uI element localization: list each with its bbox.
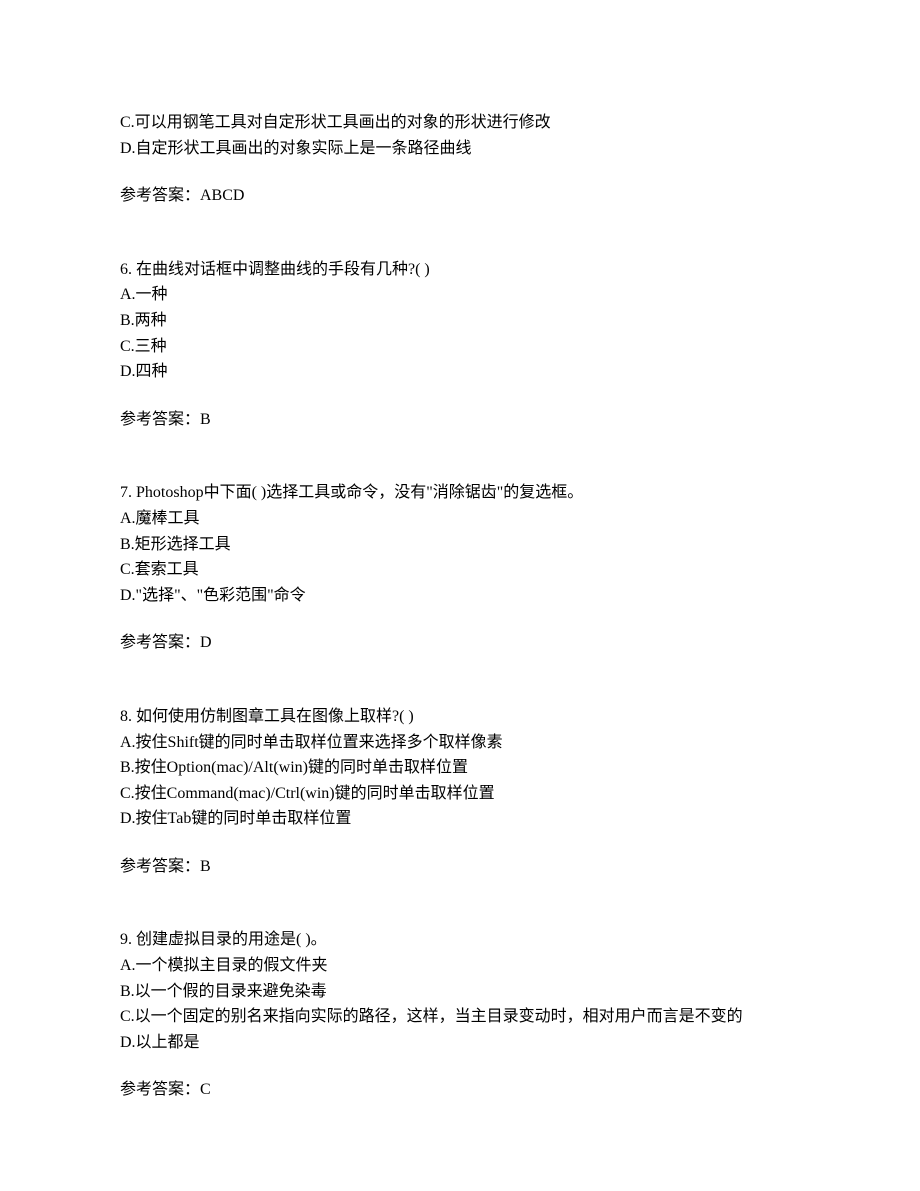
option-b: B.两种 — [120, 308, 800, 334]
answer-text: 参考答案：B — [120, 854, 800, 880]
option-b: B.矩形选择工具 — [120, 532, 800, 558]
option-d: D."选择"、"色彩范围"命令 — [120, 583, 800, 609]
option-c: C.以一个固定的别名来指向实际的路径，这样，当主目录变动时，相对用户而言是不变的 — [120, 1004, 800, 1030]
question-9: 9. 创建虚拟目录的用途是( )。 A.一个模拟主目录的假文件夹 B.以一个假的… — [120, 927, 800, 1103]
option-b: B.按住Option(mac)/Alt(win)键的同时单击取样位置 — [120, 755, 800, 781]
question-stem: 6. 在曲线对话框中调整曲线的手段有几种?( ) — [120, 257, 800, 283]
option-c: C.套索工具 — [120, 557, 800, 583]
answer-text: 参考答案：B — [120, 407, 800, 433]
option-a: A.一种 — [120, 282, 800, 308]
question-6: 6. 在曲线对话框中调整曲线的手段有几种?( ) A.一种 B.两种 C.三种 … — [120, 257, 800, 433]
option-d: D.自定形状工具画出的对象实际上是一条路径曲线 — [120, 136, 800, 162]
question-stem: 9. 创建虚拟目录的用途是( )。 — [120, 927, 800, 953]
question-stem: 8. 如何使用仿制图章工具在图像上取样?( ) — [120, 704, 800, 730]
question-partial: C.可以用钢笔工具对自定形状工具画出的对象的形状进行修改 D.自定形状工具画出的… — [120, 110, 800, 209]
option-c: C.按住Command(mac)/Ctrl(win)键的同时单击取样位置 — [120, 781, 800, 807]
option-d: D.以上都是 — [120, 1030, 800, 1056]
option-d: D.四种 — [120, 359, 800, 385]
question-7: 7. Photoshop中下面( )选择工具或命令，没有"消除锯齿"的复选框。 … — [120, 480, 800, 656]
answer-text: 参考答案：D — [120, 630, 800, 656]
answer-text: 参考答案：C — [120, 1077, 800, 1103]
option-a: A.按住Shift键的同时单击取样位置来选择多个取样像素 — [120, 730, 800, 756]
question-8: 8. 如何使用仿制图章工具在图像上取样?( ) A.按住Shift键的同时单击取… — [120, 704, 800, 880]
answer-text: 参考答案：ABCD — [120, 183, 800, 209]
option-d: D.按住Tab键的同时单击取样位置 — [120, 806, 800, 832]
option-a: A.一个模拟主目录的假文件夹 — [120, 953, 800, 979]
option-a: A.魔棒工具 — [120, 506, 800, 532]
option-c: C.可以用钢笔工具对自定形状工具画出的对象的形状进行修改 — [120, 110, 800, 136]
question-stem: 7. Photoshop中下面( )选择工具或命令，没有"消除锯齿"的复选框。 — [120, 480, 800, 506]
option-b: B.以一个假的目录来避免染毒 — [120, 979, 800, 1005]
option-c: C.三种 — [120, 334, 800, 360]
